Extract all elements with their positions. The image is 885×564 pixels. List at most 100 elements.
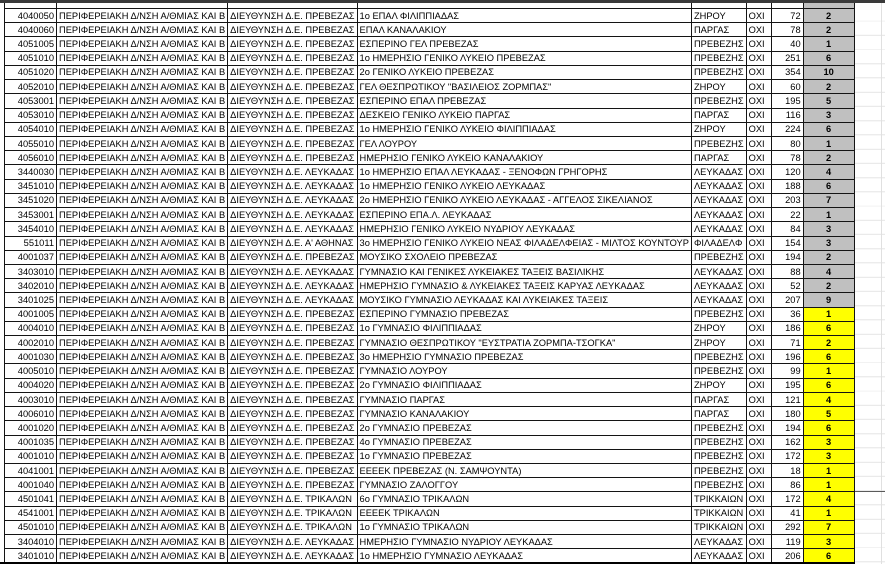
cell-operating-flag[interactable]: ΟΧΙ [745,93,772,109]
cell-directorate[interactable]: ΔΙΕΥΘΥΝΣΗ Δ.Ε. ΠΡΕΒΕΖΑΣ [227,249,358,265]
cell-directorate[interactable]: ΔΙΕΥΘΥΝΣΗ Δ.Ε. ΠΡΕΒΕΖΑΣ [227,462,358,479]
cell-allocation-count[interactable]: 6 [802,420,855,436]
cell-regional-directorate[interactable]: ΠΕΡΙΦΕΡΕΙΑΚΗ Δ/ΝΣΗ Α/ΘΜΙΑΣ ΚΑΙ Β [55,505,229,521]
cell-regional-directorate[interactable]: ΠΕΡΙΦΕΡΕΙΑΚΗ Δ/ΝΣΗ Α/ΘΜΙΑΣ ΚΑΙ Β [55,221,229,237]
cell-operating-flag[interactable]: ΟΧΙ [745,377,772,393]
cell-regional-directorate[interactable] [55,0,229,9]
cell-school-code[interactable]: 4051005 [4,36,57,52]
cell-school-name[interactable]: 1ο ΗΜΕΡΗΣΙΟ ΕΠΑΛ ΛΕΥΚΑΔΑΣ - ΞΕΝΟΦΩΝ ΓΡΗΓ… [356,164,692,180]
cell-operating-flag[interactable]: ΟΧΙ [745,292,772,308]
cell-municipality[interactable]: ΠΡΕΒΕΖΗΣ [690,434,747,450]
cell-allocation-count[interactable]: 6 [802,121,855,137]
cell-regional-directorate[interactable]: ΠΕΡΙΦΕΡΕΙΑΚΗ Δ/ΝΣΗ Α/ΘΜΙΑΣ ΚΑΙ Β [55,50,229,66]
cell-school-code[interactable]: 3451010 [4,178,57,194]
cell-student-count[interactable]: 86 [770,477,804,493]
cell-student-count[interactable]: 251 [770,50,804,66]
cell-student-count[interactable]: 172 [770,491,804,507]
cell-school-name[interactable]: ΓΥΜΝΑΣΙΟ ΚΑΙ ΓΕΝΙΚΕΣ ΛΥΚΕΙΑΚΕΣ ΤΑΞΕΙΣ ΒΑ… [356,263,692,280]
cell-school-name[interactable]: ΔΕΣΚΕΙΟ ΓΕΝΙΚΟ ΛΥΚΕΙΟ ΠΑΡΓΑΣ [356,107,692,123]
cell-student-count[interactable]: 80 [770,135,804,152]
cell-allocation-count[interactable]: 10 [802,64,855,81]
cell-student-count[interactable]: 72 [770,7,804,24]
cell-regional-directorate[interactable]: ΠΕΡΙΦΕΡΕΙΑΚΗ Δ/ΝΣΗ Α/ΘΜΙΑΣ ΚΑΙ Β [55,135,229,152]
cell-operating-flag[interactable]: ΟΧΙ [745,79,772,95]
cell-municipality[interactable]: ΠΡΕΒΕΖΗΣ [690,135,747,152]
cell-school-name[interactable]: 4ο ΓΥΜΝΑΣΙΟ ΠΡΕΒΕΖΑΣ [356,434,692,450]
cell-regional-directorate[interactable]: ΠΕΡΙΦΕΡΕΙΑΚΗ Δ/ΝΣΗ Α/ΘΜΙΑΣ ΚΑΙ Β [55,22,229,38]
cell-allocation-count[interactable]: 1 [802,207,855,223]
cell-regional-directorate[interactable]: ΠΕΡΙΦΕΡΕΙΑΚΗ Δ/ΝΣΗ Α/ΘΜΙΑΣ ΚΑΙ Β [55,121,229,137]
cell-allocation-count[interactable]: 3 [802,448,855,465]
cell-allocation-count[interactable]: 3 [802,107,855,123]
cell-operating-flag[interactable]: ΟΧΙ [745,434,772,450]
cell-regional-directorate[interactable]: ΠΕΡΙΦΕΡΕΙΑΚΗ Δ/ΝΣΗ Α/ΘΜΙΑΣ ΚΑΙ Β [55,207,229,223]
cell-school-name[interactable]: ΕΣΠΕΡΙΝΟ ΓΕΛ ΠΡΕΒΕΖΑΣ [356,36,692,52]
cell-operating-flag[interactable]: ΟΧΙ [745,448,772,465]
cell-directorate[interactable]: ΔΙΕΥΘΥΝΣΗ Δ.Ε. ΠΡΕΒΕΖΑΣ [227,320,358,337]
cell-regional-directorate[interactable]: ΠΕΡΙΦΕΡΕΙΑΚΗ Δ/ΝΣΗ Α/ΘΜΙΑΣ ΚΑΙ Β [55,36,229,52]
cell-operating-flag[interactable]: ΟΧΙ [745,50,772,66]
cell-municipality[interactable]: ΠΡΕΒΕΖΗΣ [690,420,747,436]
cell-regional-directorate[interactable]: ΠΕΡΙΦΕΡΕΙΑΚΗ Δ/ΝΣΗ Α/ΘΜΙΑΣ ΚΑΙ Β [55,377,229,393]
cell-school-code[interactable]: 4001030 [4,349,57,365]
cell-school-name[interactable]: ΕΣΠΕΡΙΝΟ ΕΠΑ.Λ. ΛΕΥΚΑΔΑΣ [356,207,692,223]
cell-allocation-count[interactable]: 1 [802,505,855,521]
cell-student-count[interactable]: 180 [770,406,804,422]
cell-regional-directorate[interactable]: ΠΕΡΙΦΕΡΕΙΑΚΗ Δ/ΝΣΗ Α/ΘΜΙΑΣ ΚΑΙ Β [55,391,229,408]
cell-regional-directorate[interactable]: ΠΕΡΙΦΕΡΕΙΑΚΗ Δ/ΝΣΗ Α/ΘΜΙΑΣ ΚΑΙ Β [55,263,229,280]
cell-regional-directorate[interactable]: ΠΕΡΙΦΕΡΕΙΑΚΗ Δ/ΝΣΗ Α/ΘΜΙΑΣ ΚΑΙ Β [55,79,229,95]
cell-operating-flag[interactable]: ΟΧΙ [745,420,772,436]
cell-school-name[interactable]: 2ο ΓΥΜΝΑΣΙΟ ΠΡΕΒΕΖΑΣ [356,420,692,436]
cell-municipality[interactable]: ΠΡΕΒΕΖΗΣ [690,50,747,66]
cell-operating-flag[interactable]: ΟΧΙ [745,178,772,194]
cell-municipality[interactable]: ΛΕΥΚΑΔΑΣ [690,292,747,308]
cell-school-name[interactable]: ΓΥΜΝΑΣΙΟ ΠΑΡΓΑΣ [356,391,692,408]
cell-school-code[interactable]: 551011 [4,235,57,251]
cell-operating-flag[interactable]: ΟΧΙ [745,22,772,38]
cell-directorate[interactable]: ΔΙΕΥΘΥΝΣΗ Δ.Ε. ΛΕΥΚΑΔΑΣ [227,534,358,550]
cell-municipality[interactable]: ΛΕΥΚΑΔΑΣ [690,534,747,550]
cell-directorate[interactable]: ΔΙΕΥΘΥΝΣΗ Δ.Ε. ΛΕΥΚΑΔΑΣ [227,263,358,280]
cell-school-code[interactable]: 4004010 [4,320,57,337]
cell-student-count[interactable]: 292 [770,519,804,536]
cell-school-code[interactable]: 4053001 [4,93,57,109]
cell-municipality[interactable]: ΖΗΡΟΥ [690,320,747,337]
cell-directorate[interactable]: ΔΙΕΥΘΥΝΣΗ Δ.Ε. ΤΡΙΚΑΛΩΝ [227,491,358,507]
cell-directorate[interactable]: ΔΙΕΥΘΥΝΣΗ Δ.Ε. ΠΡΕΒΕΖΑΣ [227,448,358,465]
cell-school-code[interactable]: 4541001 [4,505,57,521]
cell-operating-flag[interactable]: ΟΧΙ [745,192,772,209]
cell-student-count[interactable]: 84 [770,221,804,237]
cell-school-code[interactable]: 4056010 [4,150,57,166]
cell-operating-flag[interactable]: ΟΧΙ [745,249,772,265]
cell-operating-flag[interactable]: ΟΧΙ [745,207,772,223]
cell-student-count[interactable]: 36 [770,306,804,322]
cell-regional-directorate[interactable]: ΠΕΡΙΦΕΡΕΙΑΚΗ Δ/ΝΣΗ Α/ΘΜΙΑΣ ΚΑΙ Β [55,192,229,209]
cell-operating-flag[interactable]: ΟΧΙ [745,534,772,550]
cell-student-count[interactable]: 162 [770,434,804,450]
cell-allocation-count[interactable]: 6 [802,377,855,393]
cell-allocation-count[interactable]: 2 [802,150,855,166]
cell-operating-flag[interactable]: ΟΧΙ [745,36,772,52]
cell-allocation-count[interactable]: 1 [802,135,855,152]
cell-school-code[interactable]: 3403010 [4,263,57,280]
cell-allocation-count[interactable]: 6 [802,320,855,337]
cell-regional-directorate[interactable]: ΠΕΡΙΦΕΡΕΙΑΚΗ Δ/ΝΣΗ Α/ΘΜΙΑΣ ΚΑΙ Β [55,7,229,24]
cell-directorate[interactable]: ΔΙΕΥΘΥΝΣΗ Δ.Ε. ΠΡΕΒΕΖΑΣ [227,377,358,393]
cell-directorate[interactable]: ΔΙΕΥΘΥΝΣΗ Δ.Ε. ΠΡΕΒΕΖΑΣ [227,306,358,322]
cell-allocation-count[interactable]: 6 [802,178,855,194]
cell-directorate[interactable]: ΔΙΕΥΘΥΝΣΗ Δ.Ε. ΠΡΕΒΕΖΑΣ [227,93,358,109]
cell-allocation-count[interactable]: 1 [802,462,855,479]
cell-student-count[interactable]: 172 [770,448,804,465]
cell-student-count[interactable]: 71 [770,335,804,351]
cell-allocation-count[interactable]: 2 [802,22,855,38]
cell-directorate[interactable]: ΔΙΕΥΘΥΝΣΗ Δ.Ε. Α' ΑΘΗΝΑΣ [227,235,358,251]
cell-municipality[interactable]: ΤΡΙΚΚΑΙΩΝ [690,491,747,507]
